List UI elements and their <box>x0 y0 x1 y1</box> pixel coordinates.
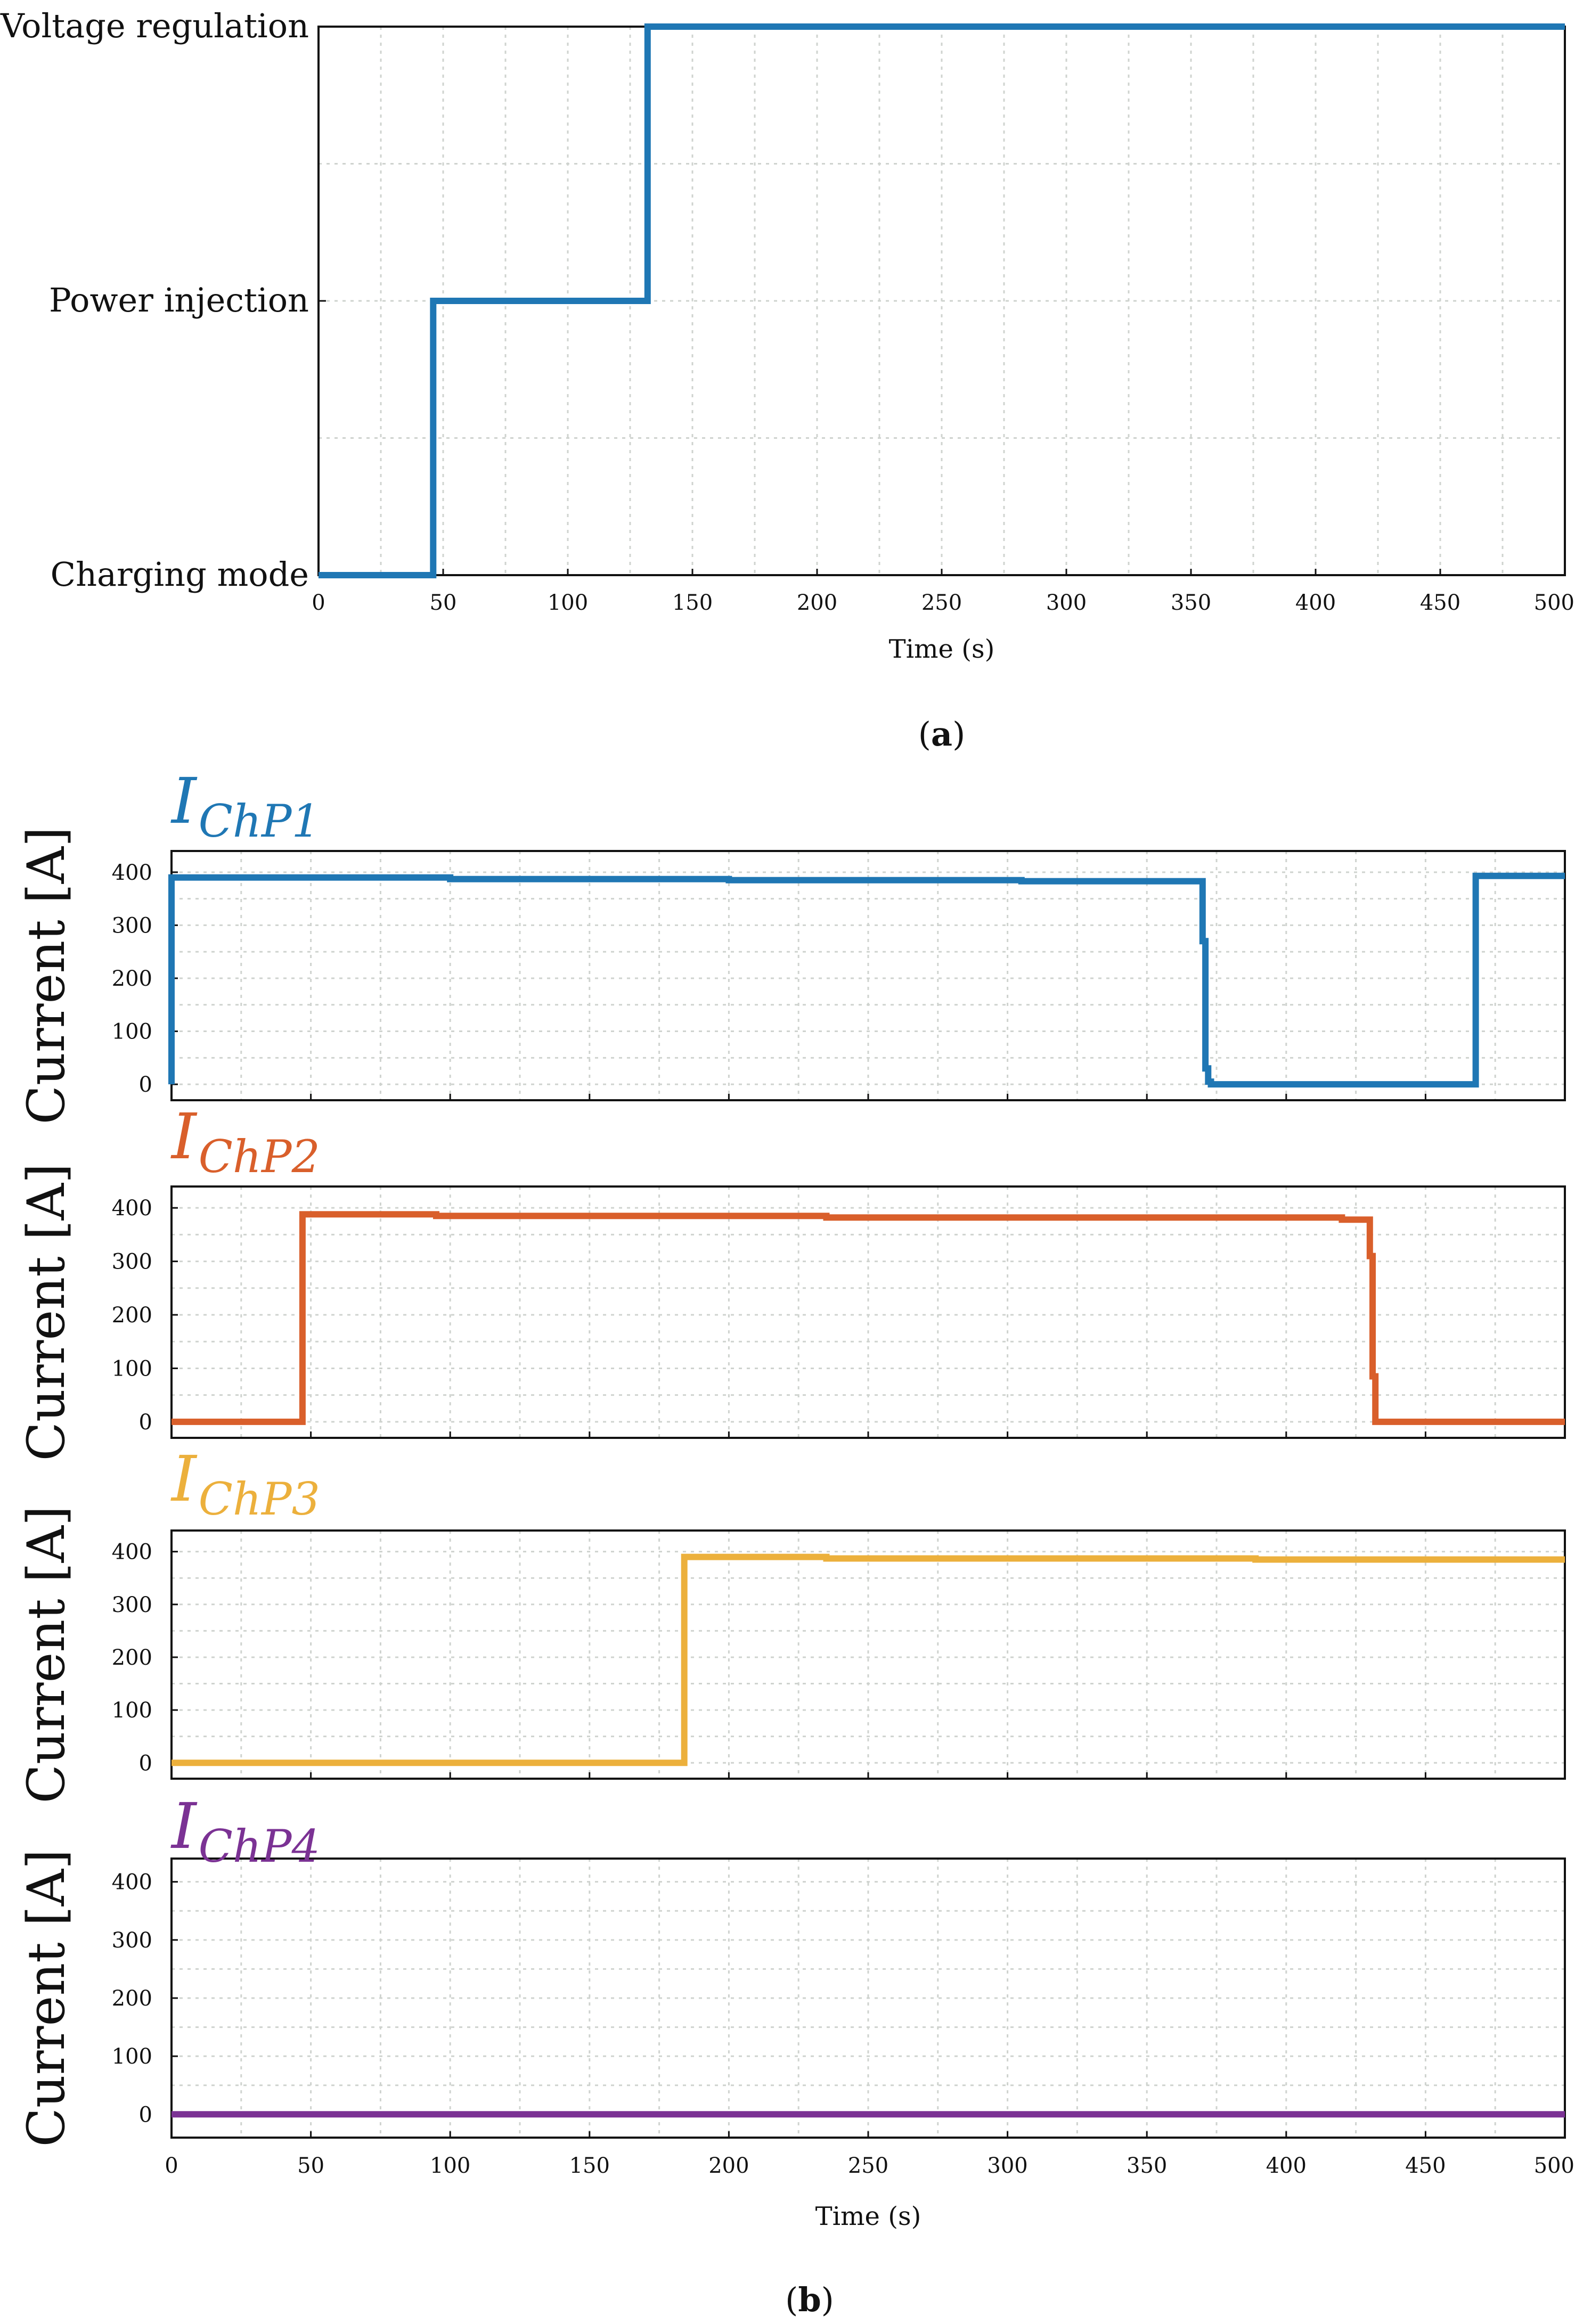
caption-letter: a <box>931 715 952 754</box>
x-tick-label: 150 <box>569 2154 610 2178</box>
x-tick-label: 350 <box>1127 2154 1167 2178</box>
x-tick-label: 250 <box>921 591 962 615</box>
x-tick-label: 250 <box>848 2154 888 2178</box>
chart-b4: 0 100 200 300 400 0 50 100 150 200 250 300 350 400 450… <box>17 1789 1574 2319</box>
subfigure-caption: (b) <box>785 2280 834 2319</box>
subfigure-caption: (a) <box>918 715 966 754</box>
y-tick-label: 400 <box>112 1870 152 1895</box>
y-tick-label: 200 <box>112 1646 152 1670</box>
x-tick-label: 0 <box>312 591 325 615</box>
x-tick-label: 200 <box>797 591 837 615</box>
series-line-i-chp1 <box>168 872 1565 1088</box>
series-line-i-chp2 <box>172 1211 1565 1425</box>
y-tick-label: Charging mode <box>51 555 309 594</box>
caption-close: ) <box>821 2280 834 2319</box>
y-tick-label: Power injection <box>49 281 309 320</box>
chart-a: Charging mode Power injection Voltage regu… <box>0 6 1574 754</box>
y-tick-label: 0 <box>139 1751 152 1775</box>
y-tick-label: 300 <box>112 1250 152 1274</box>
title-main: I <box>170 1442 198 1516</box>
y-tick-label: 300 <box>112 1593 152 1617</box>
title-subscript: ChP2 <box>199 1131 320 1183</box>
y-tick-label: 200 <box>112 1303 152 1328</box>
caption-close: ) <box>952 715 965 754</box>
x-tick-label: 150 <box>672 591 713 615</box>
y-tick-label: 100 <box>112 2044 152 2069</box>
title-main: I <box>170 1100 198 1173</box>
x-tick-label: 400 <box>1266 2154 1307 2178</box>
series-line-operating-mode <box>319 23 1565 578</box>
y-tick-label: Voltage regulation <box>0 6 309 45</box>
x-tick-label: 350 <box>1171 591 1211 615</box>
y-tick-label: 0 <box>139 1410 152 1435</box>
y-tick-label: 0 <box>139 1073 152 1097</box>
title-subscript: ChP3 <box>199 1473 320 1525</box>
series-line-i-chp3 <box>172 1553 1565 1766</box>
x-tick-label: 500 <box>1534 591 1574 615</box>
x-axis-label: Time (s) <box>815 2202 921 2231</box>
title-subscript: ChP4 <box>199 1820 320 1872</box>
x-tick-label: 0 <box>165 2154 178 2178</box>
y-tick-label: 400 <box>112 1540 152 1565</box>
title-subscript: ChP1 <box>199 795 320 847</box>
chart-title: IChP2 <box>170 1100 320 1183</box>
chart-title: IChP1 <box>170 764 320 847</box>
x-tick-label: 50 <box>297 2154 324 2178</box>
y-axis-label: Current [A] <box>17 1849 76 2147</box>
title-main: I <box>170 764 198 838</box>
x-tick-label: 450 <box>1405 2154 1446 2178</box>
y-tick-label: 100 <box>112 1698 152 1723</box>
x-tick-label: 400 <box>1295 591 1336 615</box>
chart-b1: 0 100 200 300 400 Current [A] IChP1 <box>17 764 1566 1125</box>
chart-title: IChP3 <box>170 1442 320 1525</box>
y-tick-label: 100 <box>112 1020 152 1044</box>
x-tick-label: 200 <box>708 2154 749 2178</box>
y-tick-label: 300 <box>112 1928 152 1953</box>
chart-b2: 0 100 200 300 400 Current [A] IChP2 <box>17 1100 1566 1461</box>
x-axis-label: Time (s) <box>889 634 995 664</box>
y-axis-label: Current [A] <box>17 1163 76 1461</box>
y-tick-label: 200 <box>112 1986 152 2011</box>
y-tick-label: 200 <box>112 967 152 991</box>
x-tick-label: 300 <box>1046 591 1087 615</box>
y-axis-label: Current [A] <box>17 827 76 1124</box>
chart-b3: 0 100 200 300 400 Current [A] IChP3 <box>17 1442 1566 1804</box>
y-tick-label: 300 <box>112 913 152 938</box>
y-tick-label: 400 <box>112 1196 152 1221</box>
caption-open: ( <box>918 715 931 754</box>
x-tick-label: 450 <box>1420 591 1460 615</box>
title-main: I <box>170 1789 198 1863</box>
y-axis-label: Current [A] <box>17 1505 76 1803</box>
x-tick-label: 500 <box>1534 2154 1574 2178</box>
x-tick-label: 50 <box>430 591 457 615</box>
chart-title: IChP4 <box>170 1789 320 1872</box>
caption-open: ( <box>785 2280 798 2319</box>
x-tick-label: 100 <box>430 2154 470 2178</box>
x-tick-label: 300 <box>987 2154 1027 2178</box>
y-tick-label: 100 <box>112 1356 152 1381</box>
y-tick-label: 0 <box>139 2102 152 2127</box>
x-tick-label: 100 <box>548 591 588 615</box>
y-tick-label: 400 <box>112 861 152 885</box>
caption-letter: b <box>798 2280 821 2319</box>
